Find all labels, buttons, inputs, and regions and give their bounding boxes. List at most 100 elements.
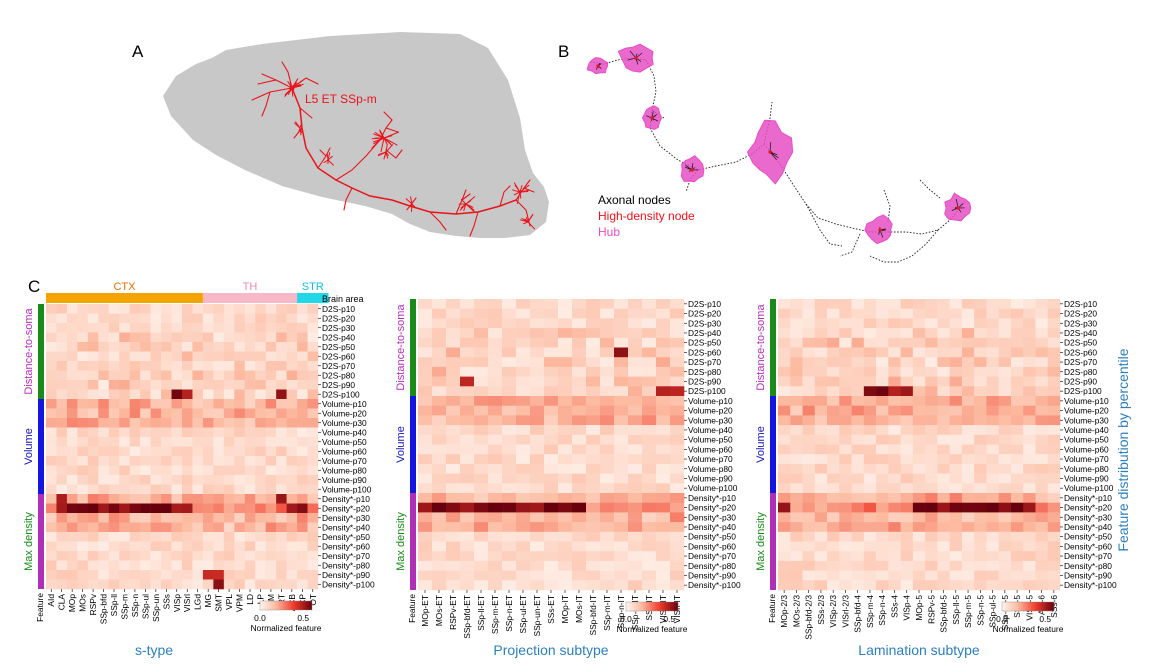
heatmap-cell xyxy=(937,463,950,474)
heatmap-cell xyxy=(670,541,685,552)
heatmap-cell xyxy=(161,560,172,571)
heatmap-cell xyxy=(108,418,120,428)
heatmap-cell xyxy=(998,580,1012,591)
heatmap-cell xyxy=(516,299,531,309)
heatmap-cell xyxy=(418,570,433,581)
heatmap-cell xyxy=(949,299,963,309)
column-label: VPL xyxy=(224,594,234,610)
heatmap-cell xyxy=(937,493,950,503)
heatmap-cell xyxy=(276,342,287,352)
heatmap-cell xyxy=(1010,560,1024,571)
heatmap-cell xyxy=(446,405,461,416)
heatmap-cell xyxy=(223,532,235,542)
heatmap-cell xyxy=(814,444,828,455)
heatmap-cell xyxy=(202,351,214,362)
heatmap-cell xyxy=(66,541,78,552)
heatmap-cell xyxy=(925,493,938,503)
heatmap-cell xyxy=(572,522,587,533)
heatmap-cell xyxy=(140,380,151,390)
heatmap-cell xyxy=(119,475,130,485)
heatmap-cell xyxy=(213,427,225,438)
heatmap-cell xyxy=(460,415,475,426)
heatmap-cell xyxy=(778,512,791,523)
heatmap-cell xyxy=(851,386,865,397)
heatmap-cell xyxy=(1010,463,1024,474)
heatmap-cell xyxy=(192,427,204,438)
heatmap-cell xyxy=(670,434,685,445)
heatmap-cell xyxy=(827,483,840,494)
heatmap-cell xyxy=(925,425,938,436)
heatmap-cell xyxy=(286,361,298,371)
heatmap-cell xyxy=(937,318,950,329)
heatmap-cell xyxy=(213,503,225,514)
heatmap-cell xyxy=(802,551,816,562)
heatmap-cell xyxy=(244,332,256,343)
heatmap-cell xyxy=(286,484,298,495)
heatmap-cell xyxy=(56,456,68,466)
heatmap-cell xyxy=(213,570,225,580)
heatmap-cell xyxy=(276,370,287,381)
row-label: Volume-p100 xyxy=(688,483,738,493)
heatmap-cell xyxy=(1047,570,1061,581)
heatmap-cell xyxy=(108,465,120,476)
heatmap-cell xyxy=(986,444,999,455)
heatmap-cell xyxy=(827,415,840,426)
heatmap-cell xyxy=(276,579,287,590)
heatmap-cell xyxy=(46,446,57,457)
heatmap-cell xyxy=(297,522,308,533)
heatmap-cell xyxy=(863,580,877,591)
heatmap-cell xyxy=(670,560,685,571)
heatmap-cell xyxy=(202,380,214,390)
heatmap-cell xyxy=(77,513,89,523)
heatmap-cell xyxy=(108,503,120,514)
heatmap-cell xyxy=(986,299,999,309)
heatmap-cell xyxy=(286,342,298,352)
heatmap-cell xyxy=(670,531,685,542)
heatmap-cell xyxy=(1047,347,1061,358)
heatmap-cell xyxy=(986,570,999,581)
heatmap-cell xyxy=(863,483,877,494)
heatmap-cell xyxy=(778,328,791,339)
heatmap-cell xyxy=(961,299,975,309)
row-label: Density*-p90 xyxy=(688,570,736,580)
heatmap-cell xyxy=(87,570,99,580)
heatmap-cell xyxy=(234,541,246,552)
heatmap-cell xyxy=(888,386,901,397)
heatmap-cell xyxy=(851,337,865,348)
heatmap-cell xyxy=(670,502,685,513)
heatmap-cell xyxy=(1035,444,1049,455)
heatmap-cell xyxy=(888,299,901,309)
heatmap-cell xyxy=(265,342,277,352)
heatmap-cell xyxy=(516,522,531,533)
heatmap-cell xyxy=(586,483,601,494)
heatmap-cell xyxy=(814,337,828,348)
heatmap-cell xyxy=(46,342,57,352)
heatmap-cell xyxy=(119,418,130,428)
heatmap-cell xyxy=(614,299,629,309)
heatmap-cell xyxy=(161,494,172,504)
heatmap-cell xyxy=(171,313,183,324)
heatmap-cell xyxy=(974,415,987,426)
heatmap-cell xyxy=(558,405,573,416)
row-label: Density*-p10 xyxy=(1064,493,1112,503)
heatmap-cell xyxy=(656,425,671,436)
heatmap-cell xyxy=(790,357,803,368)
heatmap-cell xyxy=(544,541,559,552)
heatmap-cell xyxy=(839,522,852,533)
heatmap-cell xyxy=(77,351,89,362)
heatmap-cell xyxy=(961,347,975,358)
heatmap-cell xyxy=(586,376,601,387)
row-label: Volume-p50 xyxy=(322,437,367,447)
heatmap-cell xyxy=(66,475,78,485)
heatmap-cell xyxy=(516,357,531,368)
heatmap-cell xyxy=(778,531,791,542)
heatmap-cell xyxy=(502,376,517,387)
heatmap-cell xyxy=(949,512,963,523)
heatmap-cell xyxy=(586,541,601,552)
heatmap-cell xyxy=(937,405,950,416)
heatmap-cell xyxy=(642,531,657,542)
heatmap-cell xyxy=(202,304,214,314)
heatmap-cell xyxy=(937,299,950,309)
heatmap-cell xyxy=(255,389,266,400)
heatmap-cell xyxy=(516,396,531,406)
